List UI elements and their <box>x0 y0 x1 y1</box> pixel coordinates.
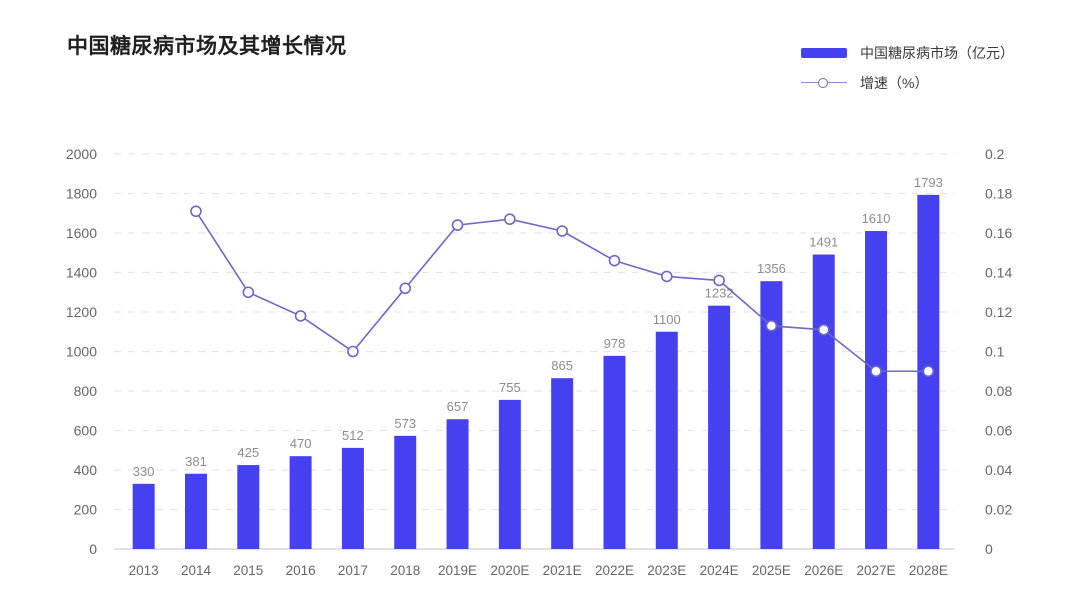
bar-value-label: 755 <box>499 380 521 395</box>
right-axis-tick: 0.02 <box>985 502 1012 518</box>
bar-value-label: 470 <box>290 436 312 451</box>
bar-2015 <box>237 465 260 549</box>
bar-value-label: 512 <box>342 428 364 443</box>
right-axis-tick: 0.18 <box>985 186 1012 202</box>
growth-line-marker <box>713 274 725 287</box>
right-axis-tick: 0.2 <box>985 146 1005 162</box>
growth-line-marker <box>190 205 202 218</box>
bar-2019E <box>446 419 469 549</box>
bar-2026E <box>812 254 835 549</box>
right-axis-tick: 0 <box>985 541 993 557</box>
bar-2021E <box>551 378 574 549</box>
bar-2014 <box>184 473 207 549</box>
left-axis-tick: 1800 <box>66 186 97 202</box>
bar-2018 <box>394 435 417 549</box>
growth-line-marker <box>556 225 568 237</box>
growth-line-marker <box>922 365 935 378</box>
right-axis-tick: 0.08 <box>985 383 1012 399</box>
x-axis-label: 2026E <box>804 563 843 578</box>
left-axis-tick: 0 <box>89 541 97 557</box>
bar-value-label: 425 <box>237 445 259 460</box>
bar-2020E <box>498 399 521 549</box>
bar-2013 <box>132 483 155 549</box>
x-axis-label: 2020E <box>490 563 529 578</box>
bar-value-label: 381 <box>185 454 207 469</box>
x-axis-label: 2025E <box>752 563 791 578</box>
growth-line-marker <box>399 282 412 295</box>
right-axis-tick: 0.06 <box>985 423 1012 439</box>
x-axis-label: 2022E <box>595 563 634 578</box>
left-axis-tick: 1600 <box>66 225 97 241</box>
growth-line-marker <box>504 213 516 225</box>
bar-value-label: 1610 <box>862 211 891 226</box>
x-axis-label: 2028E <box>909 563 948 578</box>
left-axis-tick: 600 <box>74 423 98 439</box>
bar-2016 <box>289 456 312 549</box>
x-axis-label: 2015 <box>233 563 263 578</box>
bar-2027E <box>865 231 888 549</box>
bar-value-label: 865 <box>551 358 573 373</box>
bar-value-label: 330 <box>133 464 155 479</box>
bar-value-label: 1356 <box>757 261 786 276</box>
bar-value-label: 1232 <box>705 286 734 301</box>
growth-line-marker <box>294 310 307 322</box>
legend-label-market: 中国糖尿病市场（亿元） <box>860 44 1014 61</box>
legend: 中国糖尿病市场（亿元） 增速（%） <box>801 44 1014 91</box>
right-axis-tick: 0.04 <box>985 462 1012 478</box>
left-axis-tick: 200 <box>74 502 98 518</box>
bar-value-label: 657 <box>447 399 469 414</box>
left-axis-tick: 1200 <box>66 304 97 320</box>
x-axis-label: 2019E <box>438 563 477 578</box>
bar-value-label: 978 <box>604 336 626 351</box>
bar-value-label: 573 <box>394 416 416 431</box>
x-axis-label: 2027E <box>857 563 896 578</box>
bar-2023E <box>655 331 678 549</box>
legend-label-growth: 增速（%） <box>860 74 929 91</box>
left-axis-tick: 1000 <box>66 344 97 360</box>
chart-title: 中国糖尿病市场及其增长情况 <box>67 35 347 58</box>
bar-value-label: 1491 <box>809 235 838 250</box>
left-axis-tick: 800 <box>74 383 98 399</box>
x-axis-label: 2014 <box>181 563 212 578</box>
x-axis-label: 2021E <box>543 563 582 578</box>
x-axis-label: 2013 <box>129 563 159 578</box>
line-circle-swatch-icon <box>801 77 847 88</box>
bar-2025E <box>760 281 783 549</box>
right-axis-tick: 0.16 <box>985 225 1012 241</box>
growth-line-marker <box>660 270 673 283</box>
bar-value-label: 1793 <box>914 175 943 190</box>
x-axis-label: 2024E <box>700 563 739 578</box>
bar-2024E <box>708 305 731 549</box>
x-axis-label: 2016 <box>286 563 316 578</box>
growth-line-marker <box>451 219 464 231</box>
growth-line-marker <box>608 254 621 267</box>
growth-line-marker <box>817 323 830 336</box>
bar-2022E <box>603 355 626 549</box>
left-axis-tick: 2000 <box>66 146 97 162</box>
bar-value-label: 1100 <box>653 312 681 327</box>
growth-line-marker <box>870 365 882 378</box>
x-axis-label: 2023E <box>647 563 686 578</box>
right-axis-tick: 0.12 <box>985 304 1012 320</box>
bar-2017 <box>341 447 364 549</box>
x-axis-label: 2017 <box>338 563 368 578</box>
legend-item-market: 中国糖尿病市场（亿元） <box>801 44 1014 61</box>
x-axis-label: 2018 <box>390 563 420 578</box>
left-axis-tick: 400 <box>74 462 98 478</box>
right-axis-tick: 0.14 <box>985 265 1012 281</box>
growth-line-marker <box>765 320 778 332</box>
right-axis-tick: 0.1 <box>985 344 1005 360</box>
growth-line-marker <box>347 345 359 358</box>
legend-item-growth: 增速（%） <box>801 74 1014 91</box>
bar-swatch-icon <box>801 47 847 58</box>
left-axis-tick: 1400 <box>66 265 97 281</box>
growth-line-marker <box>242 286 255 299</box>
